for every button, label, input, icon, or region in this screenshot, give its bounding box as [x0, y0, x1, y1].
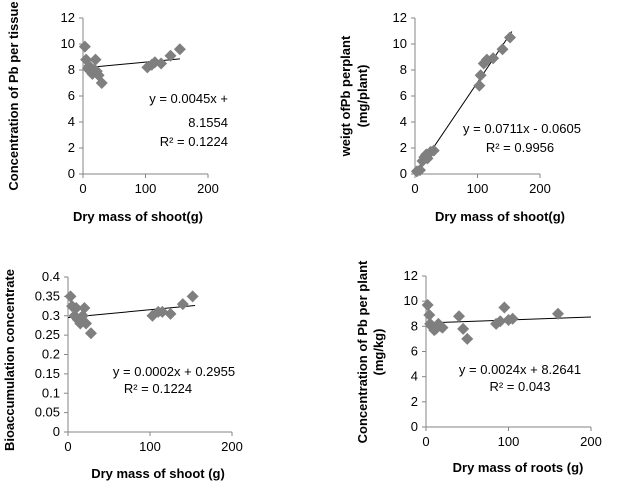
chart4-r2-label: R² = 0.043 — [489, 379, 550, 394]
chart4-data-point — [436, 321, 449, 334]
chart4-y-axis-title: Concentration of Pb per plant — [355, 260, 370, 443]
chart1-equation-label: y = 0.0045x + — [149, 91, 228, 106]
chart1-data-point — [95, 77, 108, 89]
chart4-y-axis-title: (mg/kg) — [371, 329, 386, 376]
chart4-equation-label: y = 0.0024x + 8.2641 — [459, 362, 581, 377]
chart3-data-point — [84, 327, 97, 340]
chart3-data-point — [64, 290, 77, 303]
chart2-x-tick-label: 100 — [467, 181, 489, 196]
chart1-data-point — [155, 57, 168, 70]
chart3-data-point — [186, 290, 199, 303]
chart3-trendline — [67, 304, 196, 318]
chart1-data-point — [164, 49, 177, 62]
chart4-x-tick-label: 0 — [422, 434, 429, 449]
chart1-y-tick-label: 4 — [68, 114, 75, 129]
chart4-y-tick-label: 0 — [411, 419, 418, 434]
chart4-y-tick-label: 2 — [411, 394, 418, 409]
chart1-x-tick-label: 100 — [135, 181, 157, 196]
chart4-data-point — [498, 301, 511, 314]
chart2-y-axis-title: (mg/plant) — [355, 65, 370, 128]
chart4-data-point — [461, 332, 474, 345]
chart3-data-point — [80, 317, 93, 330]
chart4-x-tick-label: 100 — [498, 434, 520, 449]
chart2-r2-label: R² = 0.9956 — [486, 140, 554, 155]
chart3-x-axis-title: Dry mass of shoot (g) — [91, 466, 225, 481]
chart3-y-tick-label: 0.35 — [35, 288, 60, 303]
chart4-x-tick-label: 200 — [580, 434, 602, 449]
chart2-data-point — [487, 52, 500, 65]
chart3-r2-label: R² = 0.1224 — [124, 381, 192, 396]
chart1-data-point — [78, 40, 91, 53]
chart1-y-tick-label: 0 — [68, 166, 75, 181]
chart4-data-point — [494, 315, 507, 328]
chart3-y-tick-label: 0.25 — [35, 327, 60, 342]
chart2-equation-label: y = 0.0711x - 0.0605 — [463, 121, 581, 136]
chart4-data-point — [421, 298, 434, 311]
chart2-x-tick-label: 0 — [411, 181, 418, 196]
chart4-data-point — [506, 312, 519, 325]
chart3-x-tick-label: 0 — [64, 439, 71, 454]
chart2-data-point — [414, 164, 426, 177]
chart3-x-tick-label: 100 — [139, 439, 161, 454]
chart1-y-tick-label: 2 — [68, 140, 75, 155]
chart2-y-tick-label: 6 — [400, 88, 407, 103]
chart4-y-tick-label: 12 — [404, 268, 418, 283]
chart1-data-point — [173, 43, 186, 56]
chart2-data-point — [504, 31, 516, 44]
chart2-data-point — [473, 79, 486, 92]
chart3-data-point — [164, 307, 177, 320]
chart3-y-tick-label: 0.4 — [42, 269, 60, 284]
chart4-y-tick-label: 10 — [404, 293, 418, 308]
chart4-data-point — [453, 310, 465, 323]
chart2-y-axis-title: weigt ofPb perplant — [338, 35, 353, 157]
chart4-y-tick-label: 4 — [411, 369, 418, 384]
chart1-y-tick-label: 10 — [61, 36, 75, 51]
chart1-y-axis-title: Concentration of Pb per tissue — [6, 1, 21, 190]
chart4-data-point — [552, 307, 564, 320]
chart3-y-axis-title: Bioaccumulation concentrate — [2, 269, 17, 451]
chart2-data-point — [496, 43, 509, 56]
chart1-equation-label: 8.1554 — [188, 115, 228, 130]
chart1-x-axis-title: Dry mass of shoot(g) — [73, 209, 203, 224]
chart4-data-point — [423, 309, 436, 322]
chart2-x-axis-title: Dry mass of shoot(g) — [435, 209, 565, 224]
chart1-x-tick-label: 0 — [79, 181, 86, 196]
chart3-y-tick-label: 0.1 — [42, 385, 60, 400]
chart3-y-tick-label: 0.2 — [42, 347, 60, 362]
chart2-x-tick-label: 200 — [529, 181, 551, 196]
chart1-x-tick-label: 200 — [197, 181, 219, 196]
chart2-data-point — [474, 69, 487, 82]
chart1-r2-label: R² = 0.1224 — [160, 134, 228, 149]
chart2-y-tick-label: 0 — [400, 166, 407, 181]
chart4-y-tick-label: 6 — [411, 344, 418, 359]
chart3-data-point — [78, 302, 91, 314]
chart3-y-tick-label: 0.15 — [35, 366, 60, 381]
chart2-y-tick-label: 12 — [393, 10, 407, 25]
chart2-y-tick-label: 8 — [400, 62, 407, 77]
chart2-data-point — [427, 144, 440, 157]
chart3-data-point — [176, 298, 189, 311]
chart1-y-tick-label: 12 — [61, 10, 75, 25]
chart4-y-tick-label: 8 — [411, 318, 418, 333]
chart3-equation-label: y = 0.0002x + 0.2955 — [113, 364, 235, 379]
chart4-x-axis-title: Dry mass of roots (g) — [453, 460, 584, 475]
chart4-data-point — [457, 322, 470, 335]
chart3-x-tick-label: 200 — [221, 439, 243, 454]
chart3-data-point — [70, 302, 83, 314]
chart2-y-tick-label: 2 — [400, 140, 407, 155]
chart2-y-tick-label: 10 — [393, 36, 407, 51]
chart3-data-point — [156, 305, 169, 318]
chart3-y-tick-label: 0 — [53, 424, 60, 439]
chart3-y-tick-label: 0.3 — [42, 308, 60, 323]
chart1-y-tick-label: 8 — [68, 62, 75, 77]
chart2-y-tick-label: 4 — [400, 114, 407, 129]
chart1-y-tick-label: 6 — [68, 88, 75, 103]
chart1-data-point — [89, 53, 102, 66]
chart3-y-tick-label: 0.05 — [35, 405, 60, 420]
